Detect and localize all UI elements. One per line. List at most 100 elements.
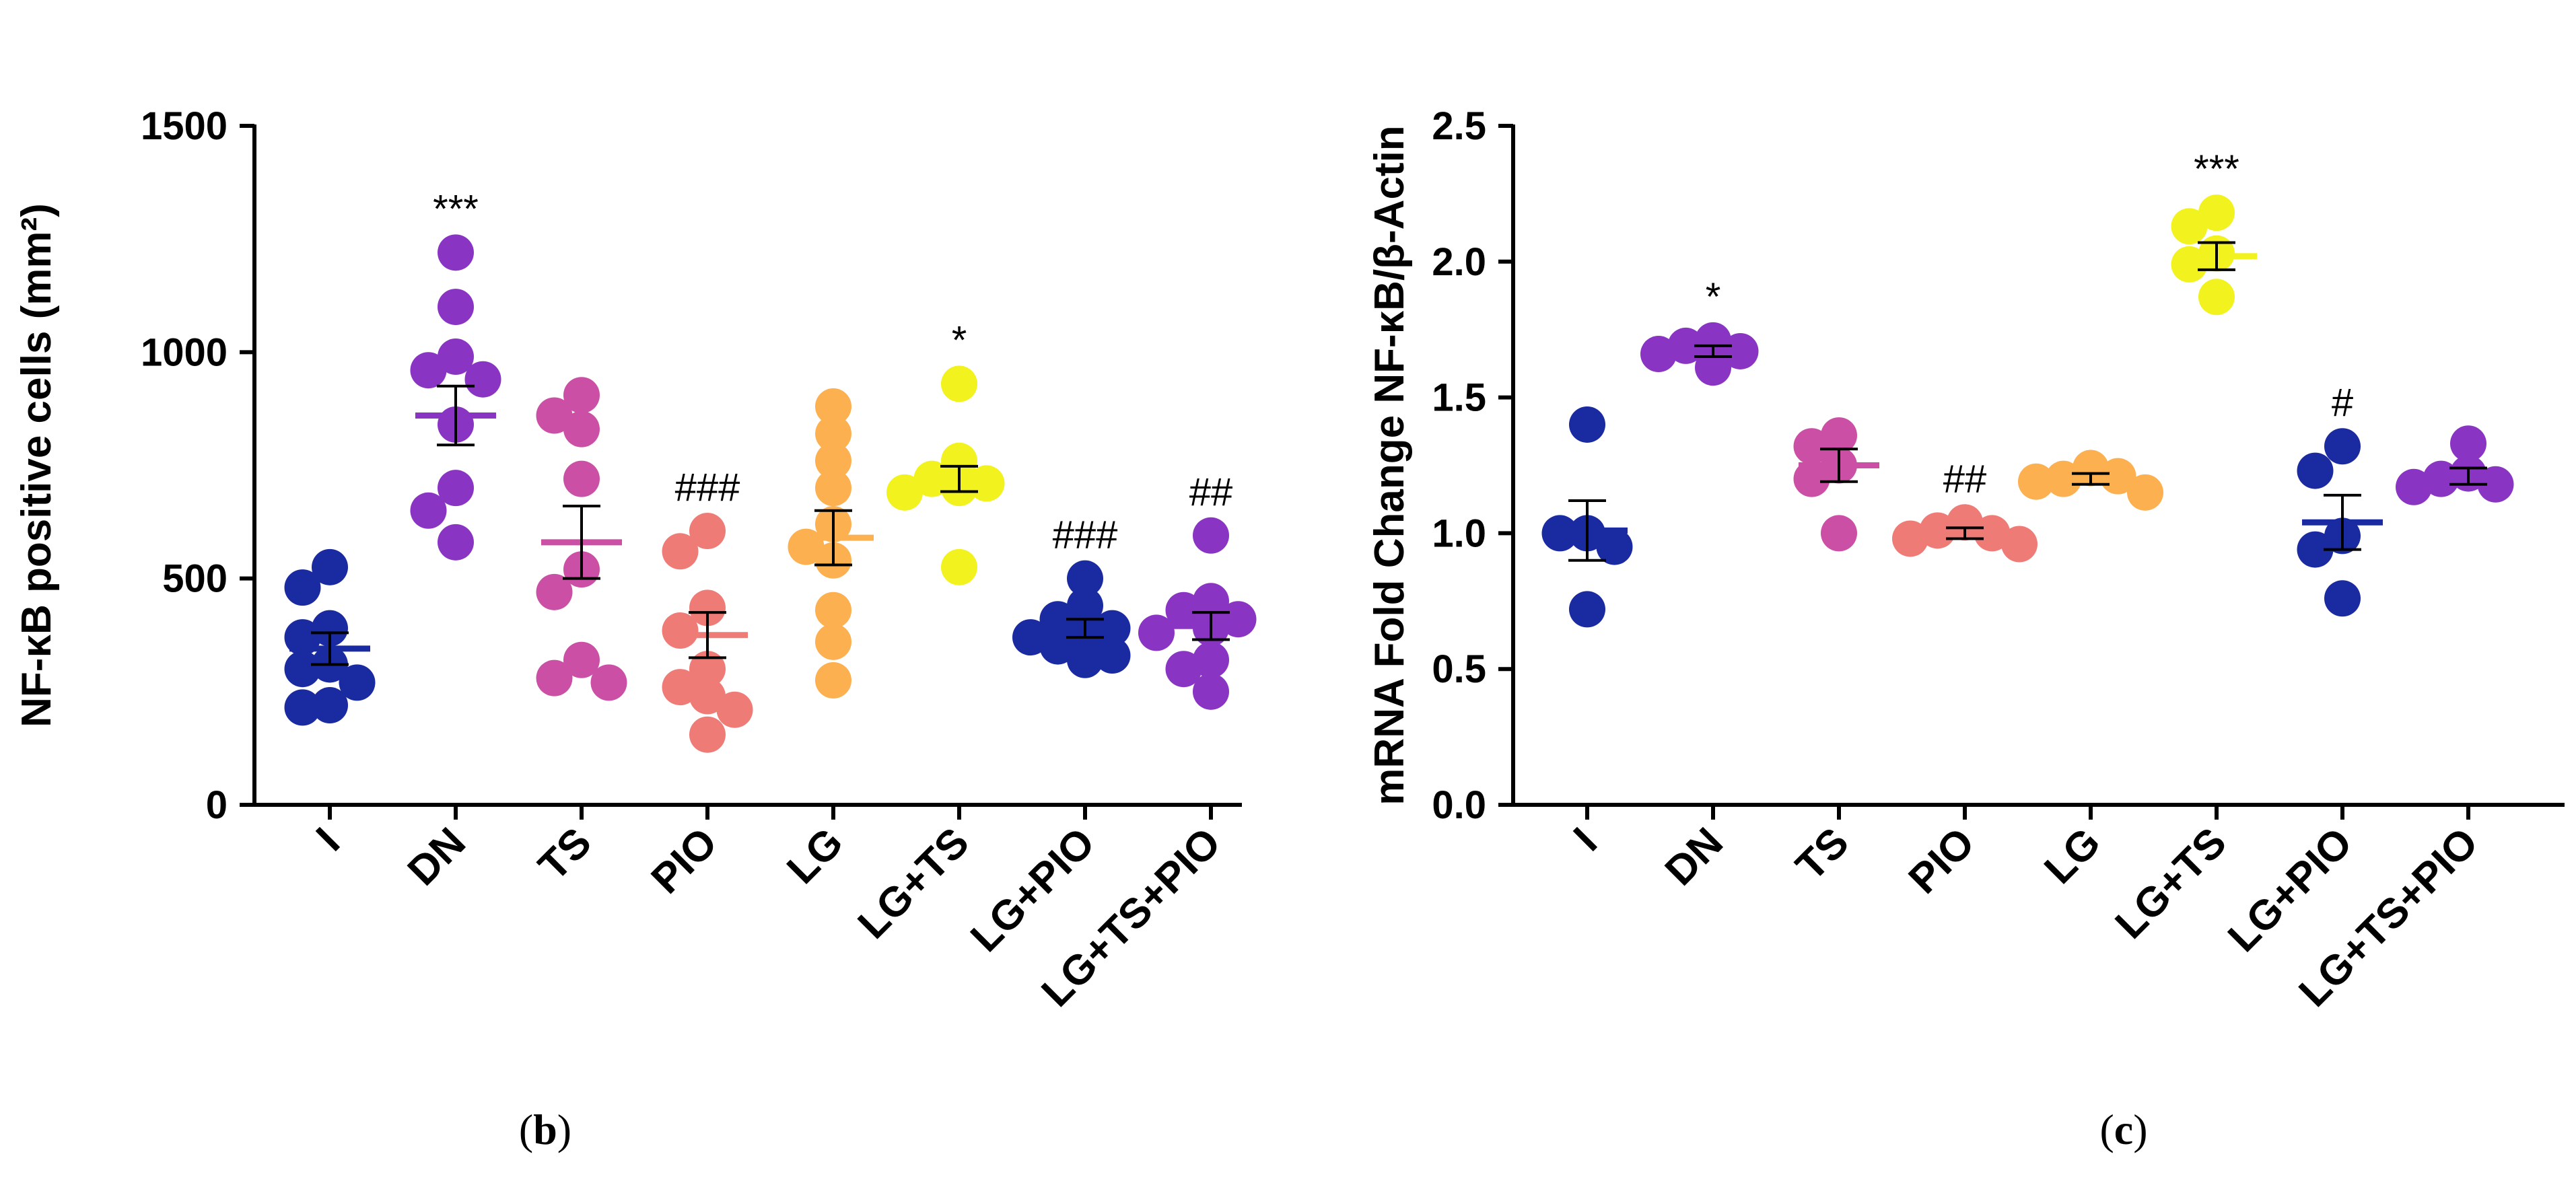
data-point <box>815 470 851 507</box>
data-point <box>2450 425 2486 462</box>
y-tick-label: 1000 <box>141 330 228 374</box>
data-point <box>284 689 321 726</box>
x-tick-label: I <box>308 819 349 860</box>
data-point <box>1165 651 1202 688</box>
data-point <box>2297 531 2334 568</box>
data-point <box>1640 336 1677 373</box>
data-point <box>1193 641 1229 678</box>
data-point <box>438 289 474 326</box>
significance-annotation: ## <box>1943 457 1987 501</box>
data-point <box>563 410 600 447</box>
data-point <box>815 662 851 699</box>
significance-annotation: * <box>1706 275 1721 319</box>
data-point <box>941 442 977 479</box>
data-point <box>662 669 699 706</box>
x-tick-label: LG+TS <box>2107 819 2235 947</box>
data-point <box>1793 428 1830 465</box>
data-point <box>438 338 474 375</box>
data-point <box>815 415 851 452</box>
significance-annotation: # <box>2332 381 2353 425</box>
data-point <box>312 687 348 724</box>
significance-annotation: ### <box>1053 513 1118 557</box>
data-point <box>815 442 851 479</box>
x-tick-label: TS <box>1787 819 1858 890</box>
data-point <box>689 716 726 753</box>
data-point <box>2171 246 2208 283</box>
data-point <box>1821 515 1857 552</box>
data-point <box>410 352 447 389</box>
data-point <box>1193 517 1229 554</box>
x-tick-label: LG <box>778 819 852 893</box>
data-point <box>284 651 321 688</box>
data-point <box>716 691 753 728</box>
data-point <box>284 569 321 606</box>
data-point <box>2396 468 2432 505</box>
data-point <box>1695 349 1731 386</box>
data-point <box>1094 637 1131 674</box>
data-point <box>563 641 600 678</box>
data-point <box>536 573 573 610</box>
data-point <box>2018 463 2054 500</box>
x-tick-label: LG+TS <box>849 819 978 947</box>
y-tick-label: 500 <box>162 557 228 601</box>
data-point <box>689 589 726 626</box>
data-point <box>2297 452 2334 489</box>
y-axis-title: mRNA Fold Change NF-κB/β-Actin <box>1366 125 1413 805</box>
data-point <box>438 524 474 561</box>
y-tick-label: 0.5 <box>1432 647 1486 691</box>
chart-c-mrna-fold-change: 0.0 0.5 1.0 1.5 2.0 2.5 mRNA Fold Change NF-κB… <box>1366 104 2565 1153</box>
data-point <box>941 365 977 402</box>
data-point <box>464 361 501 398</box>
data-point <box>1793 460 1830 497</box>
data-point <box>941 548 977 585</box>
y-tick-label: 2.0 <box>1432 240 1486 284</box>
data-point <box>312 610 348 647</box>
y-tick-label: 0 <box>206 783 228 827</box>
panel-label: (b) <box>519 1106 571 1153</box>
chart-b-nfkb-positive-cells: 0 500 1000 1500 NF-κB positive cells (mm²) I D… <box>13 104 1257 1153</box>
data-point <box>662 533 699 570</box>
data-point <box>1165 592 1202 629</box>
y-tick-label: 1500 <box>141 104 228 148</box>
data-point <box>1067 641 1103 678</box>
significance-annotation: *** <box>2194 147 2239 191</box>
data-point <box>1012 619 1049 656</box>
data-point <box>2198 194 2235 231</box>
x-tick-label: TS <box>530 819 600 890</box>
data-point <box>815 592 851 629</box>
data-point <box>1569 591 1605 628</box>
data-point <box>1667 327 1704 364</box>
data-point <box>438 470 474 507</box>
data-point <box>1569 406 1605 443</box>
panel-label: (c) <box>2099 1106 2147 1153</box>
y-tick-label: 1.5 <box>1432 376 1486 420</box>
significance-annotation: * <box>952 318 967 362</box>
data-point <box>886 474 923 511</box>
data-point <box>2127 474 2163 511</box>
data-point <box>339 664 376 701</box>
data-point <box>1138 614 1175 651</box>
data-point <box>1892 520 1928 557</box>
data-point <box>1193 673 1229 710</box>
data-point <box>2324 580 2361 617</box>
x-tick-label: I <box>1565 819 1606 860</box>
data-point <box>689 651 726 688</box>
data-point <box>590 664 627 701</box>
data-point <box>563 377 600 414</box>
x-tick-label: PIO <box>643 819 726 902</box>
data-point <box>536 397 573 434</box>
y-tick-label: 0.0 <box>1432 783 1486 827</box>
significance-annotation: ## <box>1189 470 1233 514</box>
x-tick-label: LG <box>2035 819 2110 893</box>
y-tick-label: 1.0 <box>1432 511 1486 555</box>
y-tick-label: 2.5 <box>1432 104 1486 148</box>
x-tick-label: DN <box>399 819 475 894</box>
y-axis-title: NF-κB positive cells (mm²) <box>13 203 60 727</box>
significance-annotation: ### <box>675 466 740 509</box>
data-point <box>2198 279 2235 316</box>
data-point <box>2001 526 2038 563</box>
data-point <box>1596 528 1633 565</box>
data-point <box>662 612 699 649</box>
data-point <box>2171 208 2208 245</box>
